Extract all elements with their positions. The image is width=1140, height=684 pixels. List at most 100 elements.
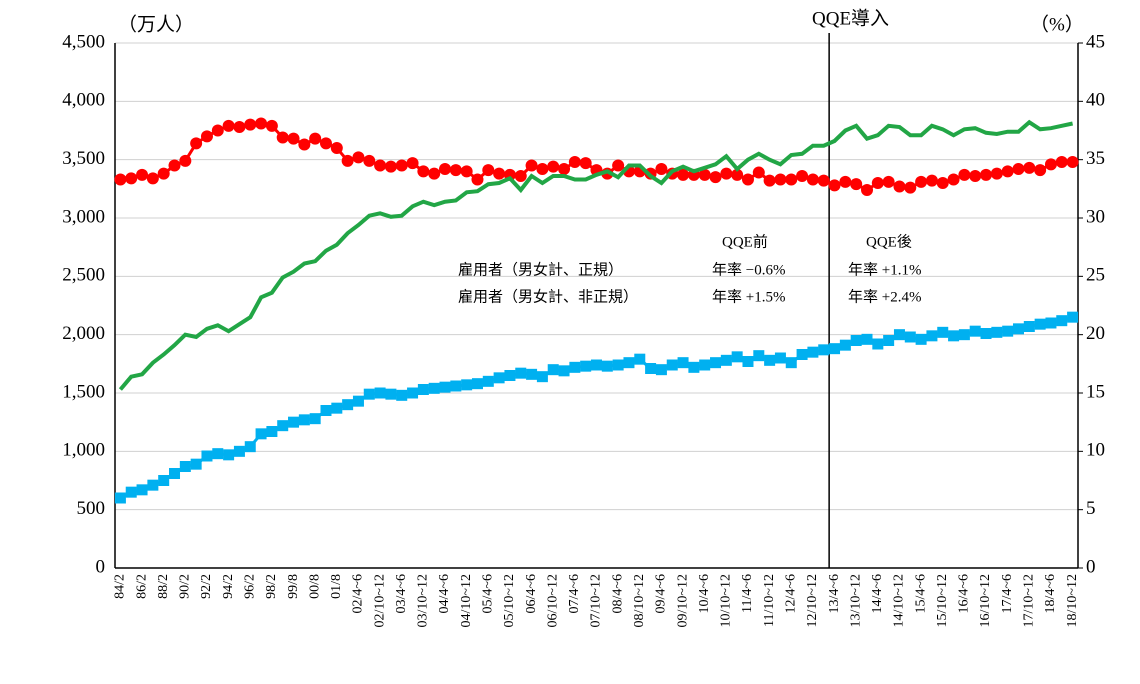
- marker: [460, 165, 473, 178]
- marker: [450, 380, 462, 392]
- marker: [428, 167, 441, 180]
- marker: [861, 184, 874, 196]
- annotation: 年率 +2.4%: [848, 288, 921, 305]
- marker: [645, 363, 657, 374]
- marker: [872, 338, 884, 350]
- x-tick-label: 09/10~12: [675, 574, 690, 627]
- marker: [828, 179, 841, 192]
- x-tick-label: 04/4~6: [437, 574, 452, 613]
- y-tick-label: 4,500: [62, 31, 105, 52]
- y-tick-label: 2,000: [62, 323, 105, 344]
- marker: [1034, 318, 1046, 330]
- x-tick-label: 12/4~6: [783, 574, 798, 613]
- marker: [1044, 158, 1057, 171]
- marker: [255, 428, 267, 440]
- x-tick-label: 10/10~12: [719, 574, 734, 627]
- x-tick-label: 92/2: [199, 574, 214, 599]
- marker: [829, 343, 841, 355]
- y2-tick-label: 40: [1086, 90, 1105, 111]
- marker: [374, 159, 387, 172]
- marker: [482, 375, 494, 387]
- marker: [839, 339, 851, 351]
- marker: [980, 328, 992, 339]
- marker: [817, 174, 830, 187]
- marker: [407, 387, 419, 399]
- marker: [969, 170, 982, 182]
- marker: [146, 172, 159, 185]
- marker: [547, 364, 559, 376]
- y-tick-label: 4,000: [62, 90, 105, 111]
- x-tick-label: 02/4~6: [351, 574, 366, 613]
- x-tick-label: 16/10~12: [978, 574, 993, 627]
- x-tick-label: 08/10~12: [632, 574, 647, 627]
- marker: [818, 344, 830, 356]
- marker: [1002, 325, 1014, 337]
- marker: [990, 167, 1003, 180]
- marker: [363, 388, 375, 400]
- marker: [926, 330, 938, 342]
- marker: [752, 166, 765, 179]
- marker: [850, 178, 863, 191]
- marker: [1023, 321, 1035, 332]
- marker: [471, 173, 484, 186]
- qqe-label: QQE導入: [812, 7, 889, 29]
- marker: [623, 357, 635, 369]
- annotation: 年率 +1.5%: [712, 288, 785, 305]
- marker: [417, 165, 430, 178]
- marker: [655, 163, 668, 175]
- marker: [807, 346, 819, 358]
- marker: [449, 164, 462, 177]
- marker: [233, 445, 245, 457]
- marker: [136, 168, 149, 181]
- y2-tick-label: 45: [1086, 31, 1105, 52]
- marker: [319, 137, 332, 150]
- marker: [731, 168, 744, 181]
- x-tick-label: 96/2: [242, 574, 257, 599]
- marker: [958, 329, 970, 341]
- marker: [233, 121, 246, 133]
- x-tick-label: 16/4~6: [957, 574, 972, 613]
- marker: [352, 151, 365, 164]
- marker: [947, 173, 960, 186]
- marker: [515, 367, 527, 379]
- marker: [320, 405, 332, 416]
- x-tick-label: 08/4~6: [610, 574, 625, 613]
- x-tick-label: 18/4~6: [1043, 574, 1058, 613]
- marker: [580, 360, 592, 372]
- x-tick-label: 13/4~6: [827, 574, 842, 613]
- marker: [1012, 163, 1025, 175]
- marker: [785, 173, 798, 186]
- marker: [612, 359, 624, 371]
- marker: [796, 349, 808, 360]
- marker: [309, 132, 322, 145]
- marker: [384, 160, 397, 173]
- x-tick-label: 88/2: [156, 574, 171, 599]
- marker: [806, 173, 819, 186]
- x-tick-label: 98/2: [264, 574, 279, 599]
- marker: [698, 168, 711, 181]
- marker: [288, 416, 300, 428]
- marker: [222, 119, 235, 132]
- annotation: QQE後: [866, 233, 912, 250]
- marker: [168, 159, 181, 172]
- marker: [125, 172, 138, 185]
- y-tick-label: 3,000: [62, 206, 105, 227]
- y-tick-label: 2,500: [62, 265, 105, 286]
- y-tick-label: 1,000: [62, 440, 105, 461]
- marker: [482, 164, 495, 177]
- x-tick-label: 06/4~6: [524, 574, 539, 613]
- marker: [558, 163, 571, 175]
- marker: [893, 180, 906, 193]
- x-tick-label: 05/4~6: [481, 574, 496, 613]
- marker: [904, 331, 916, 343]
- marker: [536, 371, 548, 383]
- marker: [742, 356, 754, 367]
- marker: [958, 168, 971, 181]
- marker: [200, 130, 213, 143]
- marker: [850, 335, 862, 346]
- x-tick-label: 10/4~6: [697, 574, 712, 613]
- annotation: 雇用者（男女計、非正規）: [458, 287, 638, 305]
- marker: [936, 177, 949, 189]
- marker: [417, 384, 429, 395]
- marker: [265, 119, 278, 132]
